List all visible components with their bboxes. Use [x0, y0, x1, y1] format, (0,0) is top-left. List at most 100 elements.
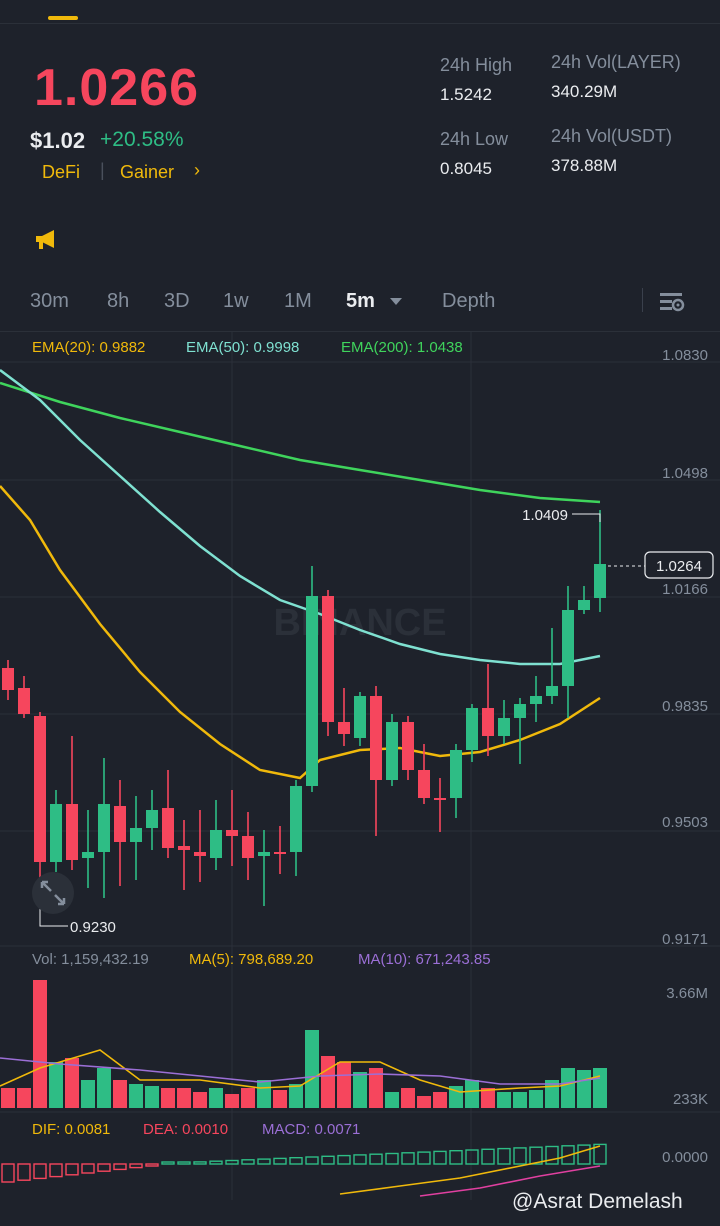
tag-defi[interactable]: DeFi [42, 162, 81, 182]
tab-1m[interactable]: 1M [284, 290, 312, 312]
macd-bar [177, 1161, 191, 1165]
ma10-label: MA(10): 671,243.85 [358, 951, 491, 968]
price-markers: 1.0264 1.0409 0.9230 [39, 507, 714, 936]
candle-body [546, 686, 558, 696]
expand-chart-button[interactable] [32, 872, 74, 914]
price-axis: 1.0830 1.0498 1.0166 0.9835 0.9503 0.9171 3.66… [662, 347, 708, 1166]
vol-usdt-value: 378.88M [551, 156, 618, 175]
tag-gainer[interactable]: Gainer [120, 162, 175, 182]
dif-line [339, 1145, 601, 1195]
volume-bar [17, 1088, 31, 1108]
macd-bar [401, 1152, 415, 1165]
volume-bar [241, 1088, 255, 1108]
high-marker-value: 1.0409 [522, 507, 568, 524]
macd-bar [385, 1152, 399, 1165]
macd-label: MACD: 0.0071 [262, 1121, 361, 1138]
vol-label: Vol: 1,159,432.19 [32, 951, 149, 968]
chart-settings-icon[interactable] [658, 290, 686, 314]
ema50-label: EMA(50): 0.9998 [186, 339, 300, 356]
watermark-credit: @Asrat Demelash [512, 1190, 683, 1213]
ma10-line [0, 1057, 601, 1085]
volume-bar [225, 1094, 239, 1108]
volume-bar [513, 1092, 527, 1108]
price-axis-label: 1.0498 [662, 465, 708, 482]
candle-body [114, 806, 126, 842]
candle-body [194, 852, 206, 856]
candle-body [370, 696, 382, 780]
candle-body [562, 610, 574, 686]
macd-histogram [1, 1143, 607, 1197]
volume-bar [289, 1084, 303, 1108]
macd-bar [433, 1150, 447, 1165]
macd-bar [97, 1163, 111, 1172]
volume-bar [113, 1080, 127, 1108]
volume-bar [193, 1092, 207, 1108]
candle-body [258, 852, 270, 856]
tag-separator: | [100, 160, 105, 180]
volume-bar [577, 1070, 591, 1108]
kline-chart[interactable]: BINANCE 1.0830 1.0498 1.0166 0.9835 0.9503 0.… [0, 332, 720, 1226]
candles [2, 510, 606, 906]
candle-body [418, 770, 430, 798]
chart-watermark: BINANCE [273, 602, 446, 644]
volume-bar [401, 1088, 415, 1108]
tab-8h[interactable]: 8h [107, 290, 130, 312]
last-price: 1.0266 [34, 59, 200, 117]
volume-bar [209, 1088, 223, 1108]
volume-bar [561, 1068, 575, 1108]
candle-body [34, 716, 46, 862]
volume-bar [385, 1092, 399, 1108]
ema200-line [0, 381, 601, 504]
macd-bar [241, 1159, 255, 1165]
vol-coin-label: 24h Vol(LAYER) [551, 52, 681, 72]
candle-body [274, 852, 286, 854]
dea-label: DEA: 0.0010 [143, 1121, 229, 1138]
candle-body [530, 696, 542, 704]
macd-bar [305, 1156, 319, 1165]
megaphone-icon[interactable] [34, 228, 60, 252]
macd-bar [17, 1163, 31, 1181]
price-axis-label: 0.9171 [662, 931, 708, 948]
macd-bar [577, 1144, 591, 1165]
ema20-label: EMA(20): 0.9882 [32, 339, 146, 356]
tab-30m[interactable]: 30m [30, 290, 69, 312]
usd-price: $1.02 [30, 128, 86, 153]
price-axis-label: 1.0166 [662, 581, 708, 598]
tab-1w[interactable]: 1w [223, 290, 249, 312]
candle-body [338, 722, 350, 734]
macd-bar [65, 1163, 79, 1176]
tab-5m[interactable]: 5m [346, 290, 375, 312]
candle-body [2, 668, 14, 690]
active-tab-indicator [48, 16, 78, 20]
macd-bar [273, 1157, 287, 1165]
volume-bar [145, 1086, 159, 1108]
candle-body [242, 836, 254, 858]
caret-down-icon[interactable] [390, 298, 402, 305]
volume-bar [417, 1096, 431, 1108]
candle-body [210, 830, 222, 858]
tab-3d[interactable]: 3D [164, 290, 190, 312]
volume-bar [257, 1080, 271, 1108]
candle-body [482, 708, 494, 736]
candle-body [322, 596, 334, 722]
chevron-right-icon[interactable]: › [194, 160, 200, 180]
candle-body [386, 722, 398, 780]
candle-body [226, 830, 238, 836]
candle-body [578, 600, 590, 610]
candle-body [402, 722, 414, 770]
ma5-label: MA(5): 798,689.20 [189, 951, 314, 968]
candle-body [98, 804, 110, 852]
volume-bar [177, 1088, 191, 1108]
tab-depth[interactable]: Depth [442, 290, 496, 312]
candle-body [594, 564, 606, 598]
ema200-label: EMA(200): 1.0438 [341, 339, 463, 356]
macd-bar [449, 1149, 463, 1165]
candle-body [354, 696, 366, 738]
volume-bars [0, 980, 607, 1108]
macd-bar [289, 1156, 303, 1165]
low-marker-value: 0.9230 [70, 919, 116, 936]
volume-bar [97, 1068, 111, 1108]
macd-bar [225, 1159, 239, 1165]
candle-body [178, 846, 190, 850]
timeframe-bar: 30m 8h 3D 1w 1M 5m Depth [0, 276, 720, 332]
